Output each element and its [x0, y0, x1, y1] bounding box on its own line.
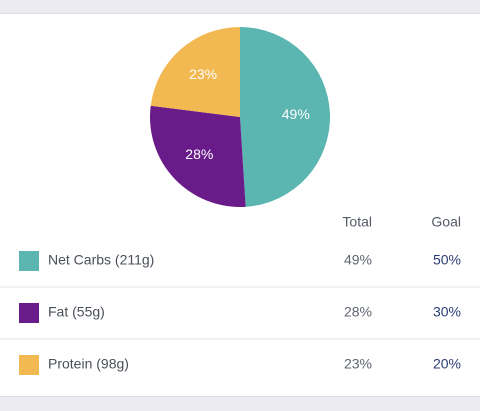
row-name: Protein (98g): [48, 356, 129, 372]
row-goal: 50%: [433, 252, 461, 268]
top-band: [0, 0, 480, 13]
row-total: 49%: [344, 252, 372, 268]
legend-swatch: [19, 303, 39, 323]
row-name: Fat (55g): [48, 304, 105, 320]
row-total: 28%: [344, 304, 372, 320]
slice-label: 49%: [282, 106, 310, 122]
row-goal: 30%: [433, 304, 461, 320]
pie-slice: [150, 105, 246, 207]
column-header: Goal: [431, 214, 461, 230]
pie-slice: [240, 27, 331, 207]
slice-label: 23%: [189, 66, 217, 82]
legend-swatch: [19, 251, 39, 271]
row-total: 23%: [344, 356, 372, 372]
row-goal: 20%: [433, 356, 461, 372]
column-header: Total: [342, 214, 372, 230]
row-name: Net Carbs (211g): [48, 252, 154, 268]
legend-swatch: [19, 355, 39, 375]
slice-label: 28%: [185, 146, 213, 162]
pie-slice: [150, 27, 240, 117]
bottom-band: [0, 397, 480, 411]
